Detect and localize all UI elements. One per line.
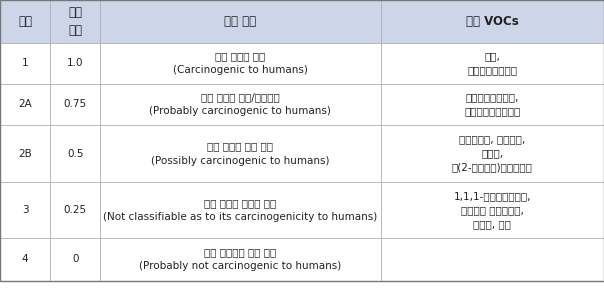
- Bar: [0, 125, 50, 182]
- Bar: [100, 182, 381, 238]
- Bar: [0, 84, 50, 125]
- Bar: [100, 238, 381, 281]
- Bar: [50, 0, 100, 43]
- Bar: [0, 238, 50, 281]
- Text: 벤젠,
트리클로로에틸렌: 벤젠, 트리클로로에틸렌: [467, 51, 517, 75]
- Bar: [50, 238, 100, 281]
- Bar: [100, 0, 381, 43]
- Bar: [0, 0, 50, 43]
- Text: 0: 0: [72, 254, 79, 265]
- Text: 1,1,1-트리클로로에탄,
부틸벤질 프탈레이트,
톨루엔, 페놀: 1,1,1-트리클로로에탄, 부틸벤질 프탈레이트, 톨루엔, 페놀: [454, 191, 531, 229]
- Bar: [381, 182, 604, 238]
- Text: 해당 VOCs: 해당 VOCs: [466, 15, 519, 28]
- Text: 클로로포름, 에틸벤젠,
스틸렌,
디(2-에틸헥실)프탈레이트: 클로로포름, 에틸벤젠, 스틸렌, 디(2-에틸헥실)프탈레이트: [452, 135, 533, 173]
- Bar: [381, 0, 604, 43]
- Bar: [0, 182, 50, 238]
- Text: 4: 4: [22, 254, 28, 265]
- Bar: [50, 84, 100, 125]
- Text: 1: 1: [22, 58, 28, 68]
- Text: 구분: 구분: [18, 15, 32, 28]
- Bar: [381, 43, 604, 84]
- Bar: [50, 125, 100, 182]
- Bar: [381, 238, 604, 281]
- Text: 2B: 2B: [18, 148, 32, 159]
- Text: 0.25: 0.25: [63, 205, 87, 215]
- Bar: [100, 43, 381, 84]
- Text: 인체 발암성 예측/추정물질
(Probably carcinogenic to humans): 인체 발암성 예측/추정물질 (Probably carcinogenic to…: [149, 92, 332, 116]
- Bar: [50, 43, 100, 84]
- Text: 인체 비발암성 추정 물질
(Probably not carcinogenic to humans): 인체 비발암성 추정 물질 (Probably not carcinogenic…: [140, 248, 341, 271]
- Text: 평가
점수: 평가 점수: [68, 6, 82, 37]
- Bar: [100, 84, 381, 125]
- Text: 메틸렌클로라이드,
테트라클로로에틸렌: 메틸렌클로라이드, 테트라클로로에틸렌: [464, 92, 521, 116]
- Text: 3: 3: [22, 205, 28, 215]
- Text: 0.5: 0.5: [67, 148, 83, 159]
- Bar: [100, 125, 381, 182]
- Bar: [50, 182, 100, 238]
- Bar: [0, 43, 50, 84]
- Text: 인체 발암성 가능 물질
(Possibly carcinogenic to humans): 인체 발암성 가능 물질 (Possibly carcinogenic to h…: [151, 142, 330, 166]
- Text: 인체 발암성 물질
(Carcinogenic to humans): 인체 발암성 물질 (Carcinogenic to humans): [173, 51, 308, 75]
- Text: 0.75: 0.75: [63, 99, 87, 109]
- Text: 인체 발암성 미분류 물질
(Not classifiable as to its carcinogenicity to humans): 인체 발암성 미분류 물질 (Not classifiable as to it…: [103, 198, 377, 222]
- Text: 1.0: 1.0: [67, 58, 83, 68]
- Text: 2A: 2A: [18, 99, 32, 109]
- Bar: [381, 125, 604, 182]
- Bar: [381, 84, 604, 125]
- Text: 구분 기준: 구분 기준: [224, 15, 257, 28]
